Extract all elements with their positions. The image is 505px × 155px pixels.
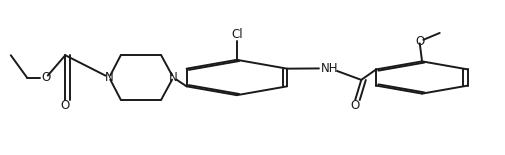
Text: O: O: [41, 71, 51, 84]
Text: Cl: Cl: [231, 28, 242, 41]
Text: NH: NH: [321, 62, 338, 75]
Text: N: N: [105, 71, 113, 84]
Text: N: N: [169, 71, 177, 84]
Text: O: O: [350, 99, 359, 112]
Text: O: O: [414, 35, 423, 48]
Text: O: O: [61, 99, 70, 112]
